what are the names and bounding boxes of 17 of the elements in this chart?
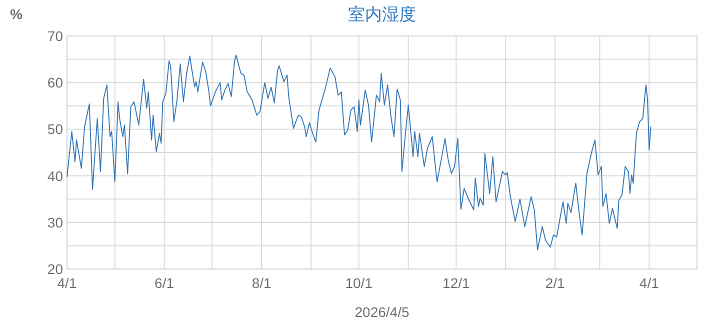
x-tick-label: 12/1 [442, 275, 470, 291]
y-tick-label: 30 [47, 214, 64, 230]
x-tick-label: 8/1 [252, 275, 272, 291]
y-tick-label: 40 [47, 168, 64, 184]
y-tick-label: 20 [47, 261, 64, 277]
chart-title: 室内湿度 [348, 5, 416, 24]
x-tick-label: 4/1 [57, 275, 77, 291]
x-tick-label: 4/1 [639, 275, 660, 291]
x-tick-label: 2/1 [545, 275, 565, 291]
x-axis-title: 2026/4/5 [354, 304, 410, 320]
y-tick-label: 50 [47, 121, 64, 138]
x-tick-label: 6/1 [154, 275, 174, 291]
y-tick-label: 60 [47, 74, 64, 91]
x-tick-label: 10/1 [345, 275, 373, 291]
line-series [66, 54, 652, 250]
y-axis-title: % [10, 6, 23, 22]
y-tick-label: 70 [47, 28, 64, 44]
